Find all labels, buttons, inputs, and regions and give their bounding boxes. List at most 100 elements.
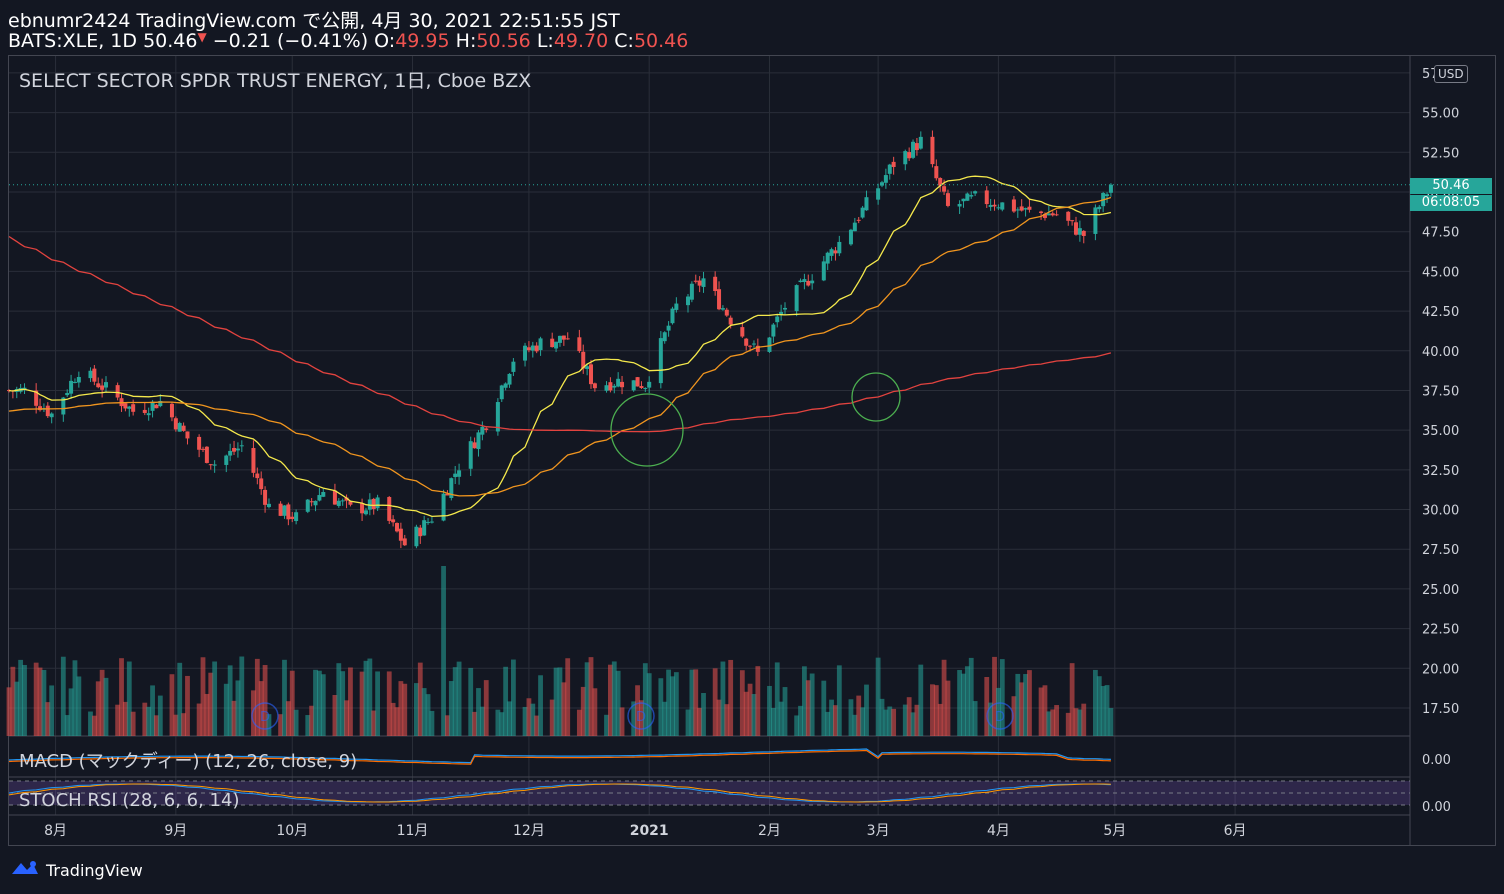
volume-bar bbox=[1046, 711, 1052, 736]
volume-bar bbox=[937, 703, 943, 736]
candle-body bbox=[1039, 211, 1044, 213]
candle-body bbox=[934, 166, 939, 179]
volume-bar bbox=[402, 683, 408, 736]
volume-bar bbox=[608, 664, 613, 736]
candle-body bbox=[88, 370, 93, 379]
low-label: L: bbox=[536, 30, 554, 52]
candle-body bbox=[930, 136, 935, 165]
candle-body bbox=[860, 207, 865, 218]
volume-bar bbox=[208, 672, 214, 736]
volume-bar bbox=[685, 709, 691, 736]
candle-body bbox=[321, 491, 326, 497]
candle-body bbox=[1019, 206, 1024, 211]
stoch-d-line bbox=[8, 783, 1111, 803]
candle-body bbox=[1070, 220, 1075, 222]
candle-body bbox=[340, 500, 345, 502]
volume-bar bbox=[860, 707, 865, 736]
volume-bar bbox=[340, 671, 346, 736]
candle-body bbox=[775, 316, 780, 323]
volume-bar bbox=[580, 686, 586, 736]
volume-bar bbox=[200, 657, 206, 736]
volume-bar bbox=[716, 699, 722, 736]
volume-bar bbox=[212, 661, 218, 736]
candle-body bbox=[503, 383, 508, 388]
y-tick-label: 37.50 bbox=[1422, 384, 1459, 399]
volume-bar bbox=[223, 683, 229, 736]
close-label: C: bbox=[614, 30, 634, 52]
candle-body bbox=[744, 338, 749, 346]
candle-body bbox=[228, 450, 233, 456]
volume-bar bbox=[196, 703, 202, 736]
volume-bar bbox=[662, 701, 668, 736]
candle-body bbox=[1042, 213, 1047, 218]
volume-bar bbox=[37, 667, 43, 736]
candle-body bbox=[779, 311, 784, 315]
candle-body bbox=[996, 207, 1001, 209]
candle-body bbox=[666, 325, 671, 331]
candle-body bbox=[1066, 211, 1071, 221]
candle-body bbox=[670, 308, 675, 324]
volume-bar bbox=[914, 704, 920, 736]
open-value: 49.95 bbox=[395, 30, 450, 52]
volume-bar bbox=[278, 714, 283, 736]
candle-body bbox=[154, 404, 159, 409]
volume-bar bbox=[689, 669, 695, 736]
y-tick-label: 22.50 bbox=[1422, 623, 1459, 638]
volume-bar bbox=[150, 685, 155, 736]
candle-body bbox=[891, 161, 896, 167]
candle-body bbox=[557, 335, 562, 343]
candle-body bbox=[1097, 206, 1102, 210]
volume-bar bbox=[984, 677, 990, 736]
candle-body bbox=[7, 390, 11, 392]
volume-bar bbox=[1050, 709, 1056, 736]
candle-body bbox=[771, 324, 776, 337]
volume-bar bbox=[972, 701, 978, 736]
volume-bar bbox=[429, 710, 435, 736]
volume-bar bbox=[530, 703, 536, 736]
candle-body bbox=[472, 442, 477, 449]
candle-body bbox=[127, 406, 132, 409]
volume-bar bbox=[49, 685, 55, 736]
candle-body bbox=[639, 386, 644, 388]
volume-bar bbox=[902, 704, 908, 736]
volume-bar bbox=[390, 702, 396, 736]
moving-average-line bbox=[8, 175, 1112, 518]
y-tick-label: 25.00 bbox=[1422, 583, 1459, 598]
candle-body bbox=[534, 345, 539, 352]
volume-bar bbox=[1019, 682, 1025, 736]
candle-body bbox=[1027, 206, 1032, 210]
symbol-label: BATS:XLE, 1D 50.46 bbox=[8, 30, 198, 52]
volume-bar bbox=[441, 566, 446, 736]
candle-body bbox=[620, 381, 625, 388]
candle-body bbox=[1105, 194, 1110, 197]
macd-line bbox=[8, 748, 1111, 764]
volume-bar bbox=[468, 667, 474, 736]
volume-bar bbox=[992, 656, 997, 736]
candle-body bbox=[724, 309, 729, 316]
candle-body bbox=[181, 425, 186, 431]
candle-body bbox=[717, 289, 722, 310]
candle-body bbox=[794, 285, 799, 312]
volume-bar bbox=[821, 680, 827, 736]
volume-bar bbox=[642, 663, 648, 736]
candle-body bbox=[507, 373, 512, 385]
volume-bar bbox=[235, 680, 241, 736]
candle-body bbox=[402, 538, 407, 546]
volume-bar bbox=[262, 665, 268, 736]
volume-bar bbox=[95, 681, 101, 736]
volume-bar bbox=[476, 688, 481, 736]
volume-bar bbox=[538, 675, 543, 736]
x-tick-label: 6月 bbox=[1224, 823, 1247, 839]
volume-bar bbox=[961, 673, 966, 736]
open-label: O: bbox=[374, 30, 396, 52]
volume-bar bbox=[359, 671, 365, 736]
candle-body bbox=[282, 505, 287, 516]
volume-bar bbox=[720, 661, 726, 736]
candle-body bbox=[565, 338, 570, 340]
currency-badge[interactable]: USD bbox=[1434, 65, 1468, 83]
candle-body bbox=[363, 510, 368, 515]
candle-body bbox=[197, 436, 202, 450]
footer-brand[interactable]: TradingView bbox=[10, 860, 143, 880]
candle-body bbox=[422, 520, 427, 536]
